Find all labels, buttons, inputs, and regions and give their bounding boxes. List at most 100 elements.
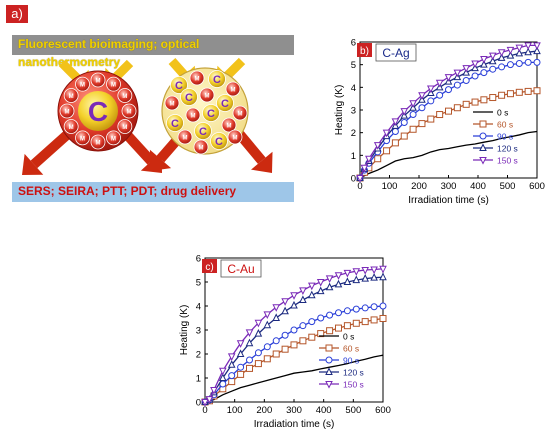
data-point	[263, 320, 272, 329]
metal-label: M	[69, 94, 74, 100]
data-point	[290, 292, 298, 300]
series-0-s	[359, 130, 538, 179]
data-point	[427, 97, 435, 105]
y-axis-label: Heating (K)	[334, 85, 345, 136]
metal-label: M	[69, 125, 74, 131]
series-line	[204, 354, 384, 403]
metal-label: M	[233, 136, 238, 142]
data-point	[480, 96, 488, 104]
data-point	[515, 48, 524, 57]
data-point	[498, 63, 506, 71]
y-tick-label: 4	[196, 302, 201, 313]
data-point	[325, 381, 333, 389]
data-point	[479, 157, 487, 165]
data-point	[205, 396, 214, 404]
chart-title: C-Ag	[375, 43, 417, 62]
data-point	[533, 42, 541, 51]
data-point	[515, 88, 523, 96]
x-tick-label: 300	[441, 181, 457, 192]
data-point	[317, 314, 325, 322]
metal-ball	[75, 130, 90, 146]
metal-ball	[221, 117, 237, 133]
data-point	[245, 338, 254, 347]
data-point	[210, 387, 218, 395]
series-line	[204, 305, 384, 403]
data-point	[263, 311, 272, 320]
data-point	[379, 314, 387, 322]
data-point	[471, 60, 479, 69]
legend-item: 120 s	[319, 367, 364, 378]
data-point	[383, 147, 391, 155]
data-point	[524, 87, 532, 95]
svg-text:b): b)	[360, 46, 369, 57]
data-point	[237, 363, 245, 371]
data-point	[343, 269, 352, 278]
data-point	[307, 282, 316, 291]
data-point	[370, 266, 378, 275]
data-point	[418, 120, 426, 128]
panel-a-label: a)	[6, 5, 28, 23]
y-tick-label: 5	[351, 60, 356, 71]
data-point	[352, 305, 360, 313]
legend-label: 60 s	[497, 120, 513, 130]
data-point	[391, 118, 400, 126]
data-point	[281, 298, 289, 306]
x-tick-label: 600	[529, 181, 545, 192]
data-point	[246, 364, 253, 372]
data-point	[326, 327, 334, 335]
legend-item: 60 s	[473, 120, 513, 130]
y-tick-label: 6	[196, 254, 201, 265]
data-point	[361, 318, 369, 326]
metal-ball	[177, 129, 193, 145]
data-point	[427, 115, 435, 123]
carbon-ball	[170, 76, 188, 94]
metal-label: M	[65, 110, 70, 116]
data-point	[418, 104, 426, 112]
metal-label: M	[122, 125, 127, 131]
legend-item: 120 s	[473, 143, 518, 154]
data-point	[263, 355, 271, 363]
data-point	[489, 65, 497, 73]
chart-c-au: 0 100 200 300 400 500 600 0 1 2 3 4 5 6 Irradiation ti…	[170, 243, 395, 443]
legend-label: 150 s	[343, 380, 364, 390]
x-tick-label: 500	[345, 405, 361, 416]
data-point	[435, 79, 444, 88]
data-point	[462, 65, 471, 73]
legend-item: 150 s	[319, 380, 364, 390]
data-point	[436, 91, 444, 99]
carbon-ball	[216, 94, 234, 112]
y-tick-label: 0	[351, 174, 356, 185]
data-point	[218, 367, 227, 376]
metal-ball	[59, 103, 75, 119]
carbon-ball	[202, 104, 220, 122]
data-point	[290, 326, 298, 334]
data-point	[471, 72, 479, 80]
data-point	[272, 313, 281, 321]
data-point	[515, 44, 524, 53]
y-tick-label: 5	[196, 278, 201, 289]
data-point	[488, 56, 497, 65]
data-point	[497, 53, 506, 61]
data-point	[254, 328, 263, 337]
data-point	[299, 295, 307, 303]
data-point	[281, 331, 289, 339]
data-point	[480, 56, 488, 64]
data-point	[498, 91, 506, 99]
data-point	[400, 132, 408, 140]
y-tick-label: 1	[351, 151, 356, 162]
series-60-s	[201, 314, 387, 406]
metal-label: M	[199, 146, 204, 152]
top-banner: Fluorescent bioimaging; optical nanother…	[12, 35, 294, 69]
x-tick-label: 0	[357, 181, 362, 192]
x-tick-label: 600	[375, 405, 391, 416]
data-point	[227, 353, 236, 362]
metal-ball	[232, 105, 248, 121]
metal-ball	[199, 87, 215, 103]
data-point	[361, 274, 370, 282]
bottom-banner: SERS; SEIRA; PTT; PDT; drug delivery	[12, 182, 294, 202]
carbon-label: C	[213, 74, 221, 86]
x-tick-label: 100	[227, 405, 243, 416]
metal-ball	[185, 107, 201, 123]
metal-ball	[75, 76, 90, 92]
series-line	[359, 61, 537, 179]
